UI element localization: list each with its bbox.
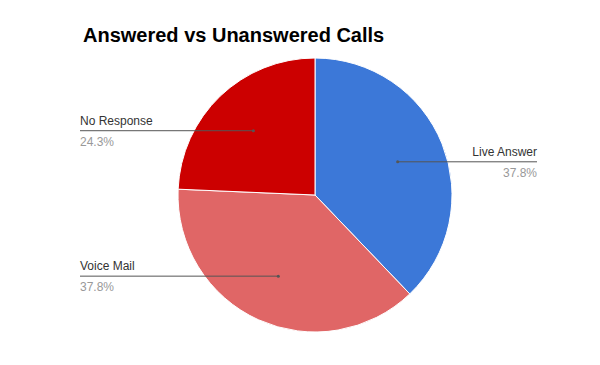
html-text:Answered vs Unanswered Calls: Answered vs Unanswered Calls	[83, 24, 385, 46]
svg-text:Live Answer: Live Answer	[472, 145, 537, 159]
svg-text:No Response: No Response	[80, 114, 153, 128]
svg-text:24.3%: 24.3%	[80, 135, 114, 149]
svg-text:37.8%: 37.8%	[80, 280, 114, 294]
svg-text:37.8%: 37.8%	[503, 166, 537, 180]
svg-text:Voice Mail: Voice Mail	[80, 259, 135, 273]
